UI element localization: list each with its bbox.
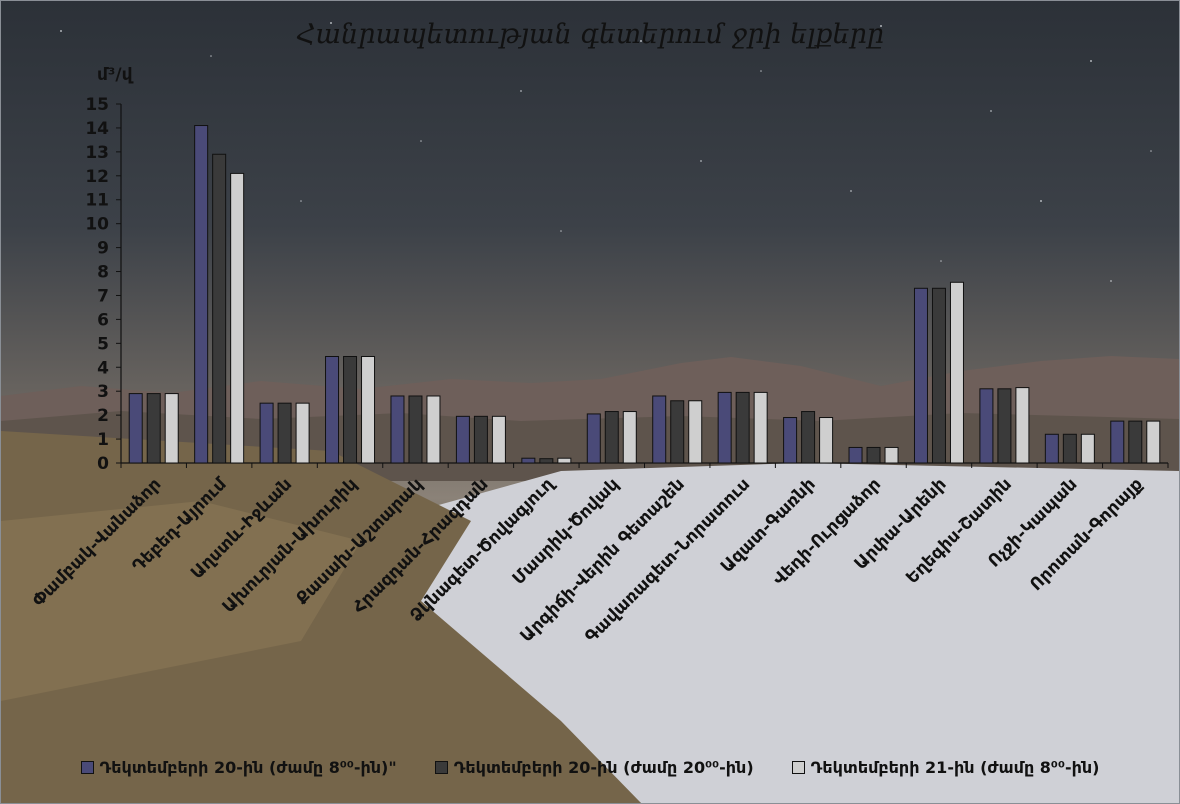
legend-label: Դեկտեմբերի 20-ին (ժամը 8⁰⁰-ին)": [99, 758, 397, 777]
bar: [753, 391, 768, 464]
bar: [426, 395, 441, 464]
y-axis-unit-label: մ³/վ: [97, 65, 133, 85]
legend-label: Դեկտեմբերի 21-ին (ժամը 8⁰⁰-ին): [810, 758, 1100, 777]
bar: [1110, 420, 1125, 464]
bar: [390, 395, 405, 464]
chart-title: Հանրապետության գետերում ջրի ելքերը: [295, 19, 885, 50]
bar: [949, 281, 964, 464]
bar: [735, 391, 750, 464]
y-tick-label: 8: [97, 263, 109, 283]
legend-label: Դեկտեմբերի 20-ին (ժամը 20⁰⁰-ին): [453, 758, 754, 777]
x-category-label: Որոտան-Գորայք: [1026, 474, 1147, 595]
bar: [1062, 433, 1077, 464]
bar: [670, 400, 685, 464]
y-tick-label: 6: [97, 310, 109, 330]
legend-swatch: [80, 761, 94, 774]
y-tick-label: 1: [97, 430, 109, 450]
bar: [491, 415, 506, 464]
bar: [1080, 433, 1095, 464]
bar: [884, 446, 899, 464]
legend-item: Դեկտեմբերի 21-ին (ժամը 8⁰⁰-ին): [791, 758, 1100, 777]
y-tick-label: 10: [85, 215, 109, 235]
bar: [455, 415, 470, 464]
bar: [783, 417, 798, 464]
bar: [979, 388, 994, 464]
bar: [408, 395, 423, 464]
legend-item: Դեկտեմբերի 20-ին (ժամը 20⁰⁰-ին): [434, 758, 754, 777]
legend: Դեկտեմբերի 20-ին (ժամը 8⁰⁰-ին)" Դեկտեմբե…: [1, 758, 1179, 777]
x-category-label: Քասախ-Աշտարակ: [292, 474, 427, 609]
bar: [913, 287, 928, 464]
bar: [361, 355, 376, 464]
bar: [604, 411, 619, 464]
bar: [557, 457, 572, 464]
bar: [652, 395, 667, 464]
bar: [997, 388, 1012, 464]
bar: [164, 393, 179, 464]
bar: [128, 393, 143, 464]
bar: [1146, 420, 1161, 464]
x-category-label: Փամբակ-Վանաձոր: [29, 474, 165, 610]
bar: [688, 400, 703, 464]
bar: [866, 446, 881, 464]
bar: [717, 391, 732, 464]
bar: [295, 402, 310, 464]
bar: [801, 411, 816, 464]
legend-swatch: [791, 761, 805, 774]
y-tick-label: 3: [97, 382, 109, 402]
y-tick-label: 5: [97, 334, 109, 354]
bar: [230, 172, 245, 464]
bar: [848, 446, 863, 464]
y-tick-label: 4: [97, 358, 109, 378]
bar: [539, 458, 554, 464]
y-tick-label: 14: [85, 119, 109, 139]
y-tick-label: 2: [97, 406, 109, 426]
bar: [1128, 420, 1143, 464]
bar: [212, 153, 227, 464]
bar: [146, 393, 161, 464]
bar: [1044, 433, 1059, 464]
bar: [277, 402, 292, 464]
bar: [325, 355, 340, 464]
y-tick-label: 11: [85, 191, 109, 211]
y-tick-label: 9: [97, 239, 109, 259]
legend-swatch: [434, 761, 448, 774]
bar: [194, 125, 209, 464]
bar: [473, 415, 488, 464]
bar: [931, 287, 946, 464]
y-tick-label: 7: [97, 286, 109, 306]
legend-item: Դեկտեմբերի 20-ին (ժամը 8⁰⁰-ին)": [80, 758, 397, 777]
bar: [586, 413, 601, 464]
bar: [343, 355, 358, 464]
y-tick-label: 0: [97, 454, 109, 474]
bar: [259, 402, 274, 464]
y-tick-label: 12: [85, 167, 109, 187]
y-tick-label: 15: [85, 95, 109, 115]
y-tick-label: 13: [85, 143, 109, 163]
bar: [1015, 387, 1030, 464]
bar: [819, 417, 834, 464]
bar: [622, 411, 637, 464]
bar: [521, 457, 536, 464]
